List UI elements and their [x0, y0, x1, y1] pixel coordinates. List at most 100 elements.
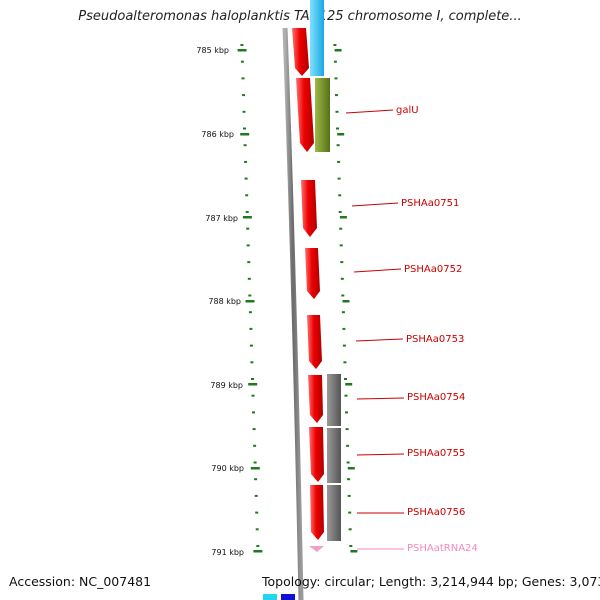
gene-arrow-PSHAa0752[interactable]	[305, 248, 320, 299]
minor-tick	[336, 127, 339, 130]
trna-arrow-PSHAatRNA24[interactable]	[309, 546, 324, 552]
accession-text: Accession: NC_007481	[9, 574, 152, 589]
minor-tick	[342, 327, 346, 330]
minor-tick	[335, 110, 339, 113]
minor-tick	[247, 277, 251, 280]
minor-tick	[337, 160, 341, 163]
minor-tick	[241, 77, 245, 80]
minor-tick	[246, 227, 250, 230]
chromosome-backbone	[282, 27, 304, 600]
kbp-label-787: 787 kbp	[205, 214, 238, 223]
minor-tick	[248, 294, 252, 297]
gene-arrow-PSHAa0756[interactable]	[310, 485, 324, 540]
minor-tick	[250, 361, 254, 364]
major-tick	[245, 300, 255, 303]
minor-tick	[344, 394, 348, 397]
kbp-label-786: 786 kbp	[201, 130, 234, 139]
blue-feature-bottom[interactable]	[281, 594, 295, 600]
major-tick	[240, 133, 250, 136]
topology-summary: Topology: circular; Length: 3,214,944 bp…	[262, 574, 600, 589]
cyan-feature-bottom[interactable]	[263, 594, 277, 600]
minor-tick	[341, 311, 345, 314]
gene-arrow[interactable]	[292, 28, 309, 76]
gene-label-PSHAa0752[interactable]: PSHAa0752	[404, 264, 462, 275]
gene-label-PSHAatRNA24[interactable]: PSHAatRNA24	[407, 543, 478, 554]
gene-label-PSHAa0755[interactable]: PSHAa0755	[407, 448, 465, 459]
minor-tick	[249, 327, 253, 330]
minor-tick	[242, 94, 245, 97]
minor-tick	[243, 127, 246, 130]
minor-tick	[245, 194, 249, 197]
minor-tick	[348, 528, 352, 531]
minor-tick	[247, 261, 251, 264]
minor-tick	[256, 545, 260, 547]
kbp-label-785: 785 kbp	[196, 46, 229, 55]
minor-tick	[240, 60, 244, 63]
minor-tick	[333, 60, 337, 63]
grey-feature-1[interactable]	[327, 374, 341, 426]
major-tick	[248, 383, 258, 386]
minor-tick	[243, 144, 247, 147]
minor-tick	[254, 478, 258, 481]
minor-tick	[245, 211, 249, 213]
minor-ticks-inner	[240, 44, 260, 547]
minor-tick	[248, 311, 252, 314]
minor-tick	[244, 177, 248, 180]
label-leaders	[345, 109, 405, 550]
kbp-label-789: 789 kbp	[210, 381, 243, 390]
gene-arrow-PSHAa0754[interactable]	[308, 375, 323, 423]
gene-label-PSHAa0753[interactable]: PSHAa0753	[406, 334, 464, 345]
minor-tick	[253, 444, 257, 447]
kbp-label-790: 790 kbp	[211, 464, 244, 473]
minor-tick	[339, 244, 343, 247]
minor-tick	[341, 294, 345, 297]
gene-arrow-PSHAa0753[interactable]	[307, 315, 322, 369]
minor-tick	[252, 428, 256, 431]
minor-tick	[338, 194, 342, 197]
kbp-label-791: 791 kbp	[211, 548, 244, 557]
gene-label-galU[interactable]: galU	[396, 105, 419, 116]
minor-tick	[342, 344, 346, 347]
map-title: Pseudoalteromonas haloplanktis TAC125 ch…	[78, 9, 522, 24]
major-tick	[342, 300, 350, 303]
minor-tick	[340, 261, 344, 264]
grey-feature-2[interactable]	[327, 428, 341, 483]
minor-tick	[251, 394, 255, 397]
minor-tick	[254, 494, 258, 497]
minor-tick	[344, 378, 347, 380]
minor-tick	[347, 494, 351, 497]
gene-arrow-galU[interactable]	[296, 78, 314, 152]
minor-tick	[340, 277, 344, 280]
kbp-label-788: 788 kbp	[208, 297, 241, 306]
minor-tick	[255, 528, 259, 531]
gene-arrow-PSHAa0751[interactable]	[301, 180, 317, 237]
major-tick	[339, 216, 347, 219]
minor-tick	[249, 344, 253, 347]
minor-tick	[240, 44, 244, 46]
minor-tick	[338, 211, 342, 213]
minor-tick	[346, 444, 350, 447]
grey-feature-3[interactable]	[327, 485, 341, 541]
olive-feature[interactable]	[315, 78, 330, 152]
gene-label-PSHAa0751[interactable]: PSHAa0751	[401, 198, 459, 209]
major-tick	[242, 216, 252, 219]
gene-label-PSHAa0756[interactable]: PSHAa0756	[407, 507, 465, 518]
minor-ticks-outer	[333, 44, 353, 547]
minor-tick	[336, 144, 340, 147]
minor-tick	[246, 244, 250, 247]
minor-tick	[244, 160, 248, 163]
major-tick	[337, 133, 345, 136]
cyan-feature[interactable]	[310, 0, 324, 76]
gene-arrow-PSHAa0755[interactable]	[309, 427, 324, 482]
gene-label-PSHAa0754[interactable]: PSHAa0754	[407, 392, 465, 403]
minor-tick	[337, 177, 341, 180]
minor-tick	[345, 428, 349, 431]
minor-tick	[347, 478, 351, 481]
major-tick	[350, 550, 358, 553]
minor-tick	[346, 461, 350, 464]
minor-tick	[334, 77, 338, 80]
major-tick	[334, 49, 342, 52]
minor-tick	[349, 545, 353, 547]
minor-tick	[253, 461, 257, 464]
